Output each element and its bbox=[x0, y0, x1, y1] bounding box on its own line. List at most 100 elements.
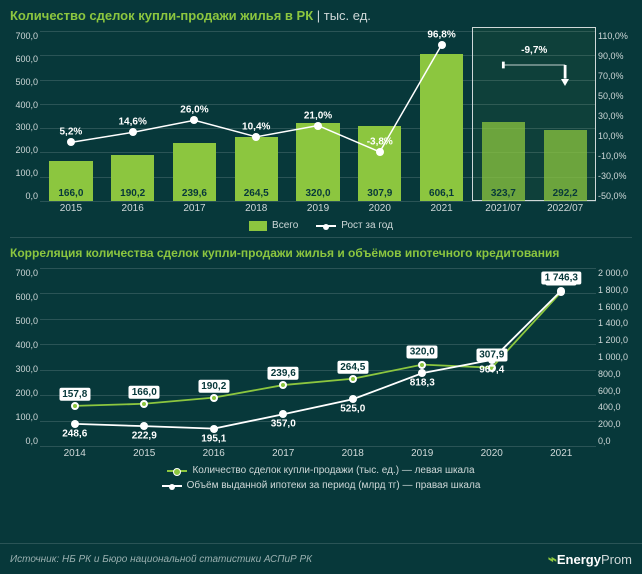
xlabel: 2015 bbox=[110, 448, 180, 459]
series-left-label: 307,9 bbox=[476, 348, 507, 361]
bar-slot: 606,1 bbox=[411, 31, 473, 201]
series-right-label: 967,4 bbox=[479, 364, 504, 375]
line-marker-green bbox=[71, 402, 79, 410]
chart1: Количество сделок купли-продажи жилья в … bbox=[0, 0, 642, 237]
bar-swatch-icon bbox=[249, 221, 267, 231]
series-right-label: 1 746,3 bbox=[542, 271, 581, 284]
chart1-title-sub: | тыс. ед. bbox=[313, 8, 371, 23]
chart2: Корреляция количества сделок купли-прода… bbox=[0, 238, 642, 497]
xlabel: 2020 bbox=[457, 448, 527, 459]
ytick-right: -30,0% bbox=[598, 171, 627, 181]
line-marker-white bbox=[140, 422, 148, 430]
ytick-left: 200,0 bbox=[15, 388, 38, 398]
ytick-right: 1 400,0 bbox=[598, 318, 628, 328]
line-marker-white bbox=[279, 410, 287, 418]
ytick-right: -10,0% bbox=[598, 151, 627, 161]
series-left-label: 239,6 bbox=[268, 367, 299, 380]
ytick-left: 600,0 bbox=[15, 54, 38, 64]
ytick-right: 1 600,0 bbox=[598, 302, 628, 312]
ytick-left: 100,0 bbox=[15, 168, 38, 178]
chart2-legend: Количество сделок купли-продажи (тыс. ед… bbox=[0, 459, 642, 497]
series-left-label: 166,0 bbox=[129, 386, 160, 399]
line-marker-white bbox=[557, 287, 565, 295]
ytick-right: 1 200,0 bbox=[598, 335, 628, 345]
line-marker bbox=[129, 128, 137, 136]
ytick-left: 300,0 bbox=[15, 122, 38, 132]
ytick-left: 500,0 bbox=[15, 77, 38, 87]
xlabel: 2020 bbox=[349, 203, 411, 214]
line-value-label: 96,8% bbox=[427, 30, 455, 41]
xlabel: 2016 bbox=[179, 448, 249, 459]
ytick-right: 110,0% bbox=[598, 31, 628, 41]
xlabel: 2015 bbox=[40, 203, 102, 214]
footer: Источник: НБ РК и Бюро национальной стат… bbox=[0, 543, 642, 574]
xlabel: 2016 bbox=[102, 203, 164, 214]
xlabel: 2017 bbox=[164, 203, 226, 214]
ytick-right: 30,0% bbox=[598, 111, 624, 121]
line-marker-white bbox=[71, 420, 79, 428]
series-right-label: 222,9 bbox=[132, 431, 157, 442]
chart2-grid bbox=[40, 268, 596, 446]
chart1-legend-bar-label: Всего bbox=[272, 220, 298, 231]
line-value-label: 14,6% bbox=[118, 117, 146, 128]
ytick-left: 400,0 bbox=[15, 100, 38, 110]
xlabel: 2014 bbox=[40, 448, 110, 459]
ytick-left: 200,0 bbox=[15, 145, 38, 155]
ytick-right: 50,0% bbox=[598, 91, 624, 101]
bar-slot: 264,5 bbox=[225, 31, 287, 201]
chart2-xlabels: 20142015201620172018201920202021 bbox=[40, 448, 596, 459]
line-swatch-icon bbox=[316, 225, 336, 227]
xlabel: 2019 bbox=[388, 448, 458, 459]
chart1-legend-line: Рост за год bbox=[316, 220, 393, 231]
line-marker-green bbox=[279, 381, 287, 389]
line-value-label: 21,0% bbox=[304, 110, 332, 121]
line-marker-green bbox=[140, 400, 148, 408]
line-marker-green bbox=[349, 375, 357, 383]
chart2-title-main: Корреляция количества сделок купли-прода… bbox=[10, 246, 559, 260]
bar: 323,7 bbox=[482, 122, 525, 201]
chart2-legend-right-label: Объём выданной ипотеки за период (млрд т… bbox=[187, 480, 481, 491]
line-marker-white bbox=[210, 425, 218, 433]
ytick-right: 1 000,0 bbox=[598, 352, 628, 362]
line-marker-green bbox=[210, 394, 218, 402]
series-left-label: 157,8 bbox=[59, 388, 90, 401]
xlabel: 2017 bbox=[249, 448, 319, 459]
chart2-title: Корреляция количества сделок купли-прода… bbox=[0, 238, 642, 264]
arrow-down-icon bbox=[561, 79, 569, 86]
ytick-left: 300,0 bbox=[15, 364, 38, 374]
line-green-swatch-icon bbox=[167, 470, 187, 472]
chart2-legend-left: Количество сделок купли-продажи (тыс. ед… bbox=[167, 465, 474, 476]
ytick-left: 0,0 bbox=[25, 436, 38, 446]
chart1-legend-line-label: Рост за год bbox=[341, 220, 393, 231]
ytick-right: 200,0 bbox=[598, 419, 621, 429]
bar-slot: 166,0 bbox=[40, 31, 102, 201]
chart1-plot: 700,0600,0500,0400,0300,0200,0100,00,0 1… bbox=[40, 31, 596, 201]
chart1-yaxis-right: 110,0%90,0%70,0%50,0%30,0%10,0%-10,0%-30… bbox=[598, 31, 632, 201]
chart1-title: Количество сделок купли-продажи жилья в … bbox=[0, 0, 642, 27]
chart1-legend: Всего Рост за год bbox=[0, 214, 642, 237]
series-right-label: 195,1 bbox=[201, 433, 226, 444]
line-white-swatch-icon bbox=[162, 485, 182, 487]
xlabel: 2019 bbox=[287, 203, 349, 214]
chart1-xlabels: 20152016201720182019202020212021/072022/… bbox=[40, 203, 596, 214]
ytick-right: 90,0% bbox=[598, 51, 624, 61]
ytick-right: 800,0 bbox=[598, 369, 621, 379]
chart2-legend-right: Объём выданной ипотеки за период (млрд т… bbox=[162, 480, 481, 491]
chart1-yaxis-left: 700,0600,0500,0400,0300,0200,0100,00,0 bbox=[4, 31, 38, 201]
series-right-label: 525,0 bbox=[340, 404, 365, 415]
line-marker bbox=[190, 116, 198, 124]
xlabel: 2018 bbox=[318, 448, 388, 459]
ytick-right: 1 800,0 bbox=[598, 285, 628, 295]
xlabel: 2021 bbox=[411, 203, 473, 214]
xlabel: 2018 bbox=[225, 203, 287, 214]
series-left-label: 190,2 bbox=[198, 379, 229, 392]
chart2-legend-left-label: Количество сделок купли-продажи (тыс. ед… bbox=[192, 465, 474, 476]
bar: 190,2 bbox=[111, 155, 154, 201]
bar: 239,6 bbox=[173, 143, 216, 201]
line-value-label: -3,8% bbox=[367, 137, 393, 148]
ytick-left: 400,0 bbox=[15, 340, 38, 350]
ytick-right: 400,0 bbox=[598, 402, 621, 412]
ytick-left: 700,0 bbox=[15, 268, 38, 278]
bar: 292,2 bbox=[544, 130, 587, 201]
brand-prefix: Energy bbox=[557, 552, 601, 567]
